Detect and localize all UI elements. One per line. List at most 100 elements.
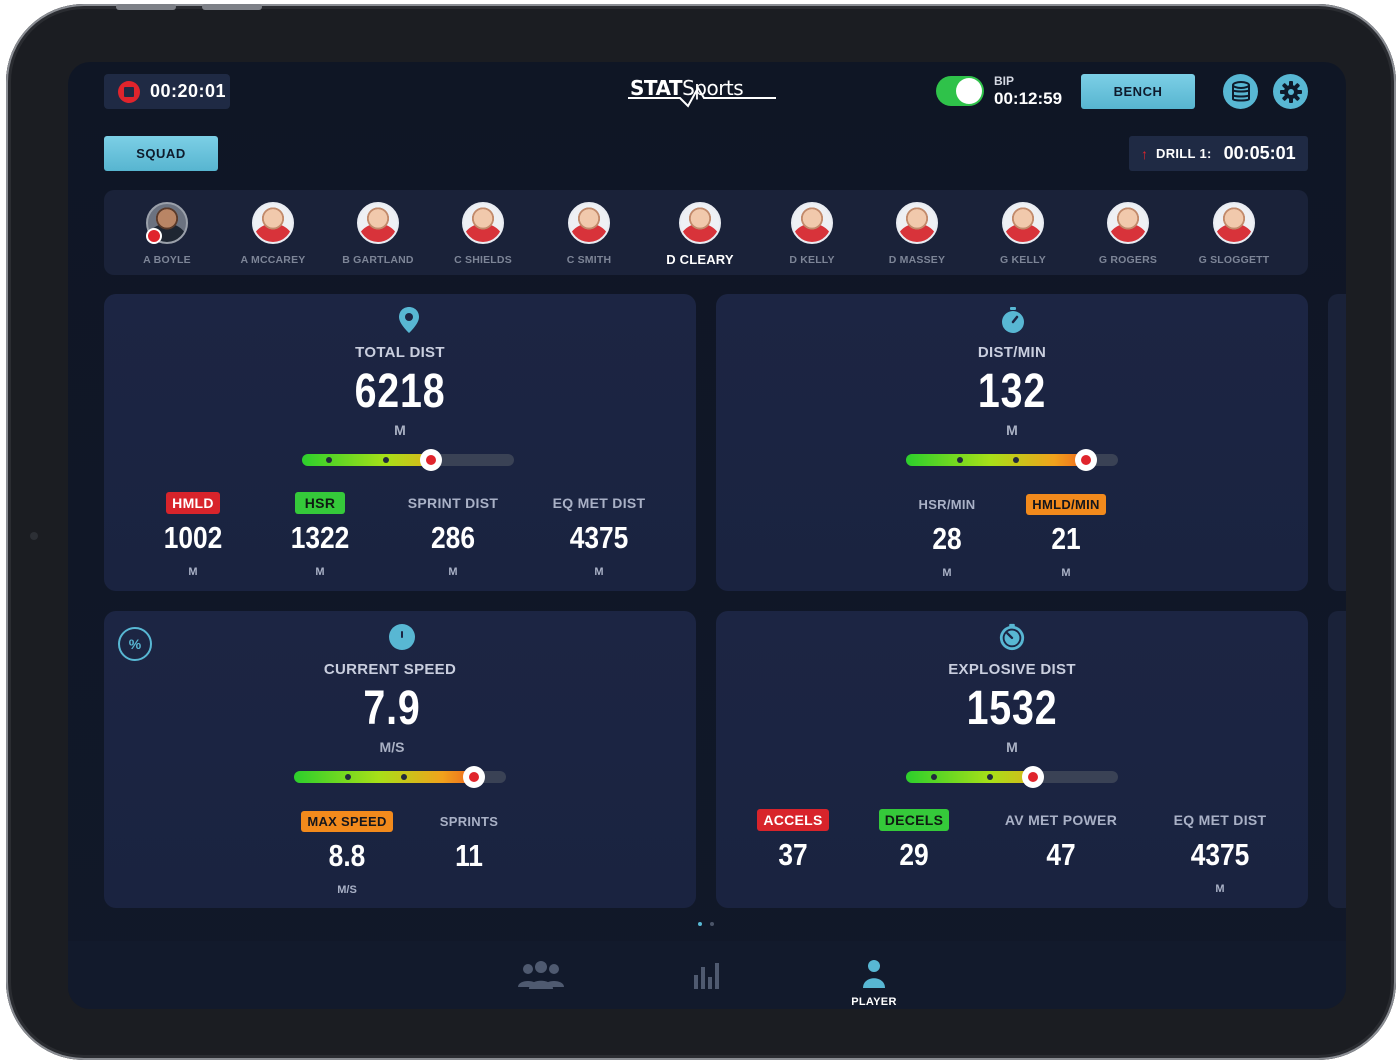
bip-toggle[interactable] (936, 76, 984, 106)
sub-label: EQ MET DIST (1173, 812, 1267, 828)
arrow-up-icon: ↑ (1141, 145, 1148, 162)
bottom-nav: PLAYER (68, 941, 1346, 1009)
sub-value: 21 (1051, 521, 1081, 556)
drill-timer[interactable]: ↑ DRILL 1: 00:05:01 (1129, 136, 1308, 171)
nav-stats[interactable] (668, 959, 748, 996)
player-item[interactable]: D MASSEY (862, 202, 972, 266)
bench-button[interactable]: BENCH (1081, 74, 1195, 109)
recording-timer[interactable]: 00:20:01 (104, 74, 230, 109)
power-button (202, 4, 262, 10)
player-item[interactable]: G SLOGGETT (1179, 202, 1289, 266)
sub-label: SPRINTS (439, 814, 499, 829)
statsports-logo: STATSports (628, 76, 788, 110)
sub-value: 1322 (290, 520, 350, 555)
sub-label: EQ MET DIST (552, 495, 646, 511)
player-name: A BOYLE (143, 254, 191, 266)
level-bar (294, 766, 506, 788)
player-name: G SLOGGETT (1198, 254, 1270, 266)
sub-label: MAX SPEED (301, 811, 393, 832)
level-bar (302, 449, 514, 471)
database-button[interactable] (1223, 74, 1258, 109)
player-item[interactable]: A MCCAREY (218, 202, 328, 266)
level-bar-fill (294, 771, 475, 783)
sub-value: 8.8 (328, 838, 366, 873)
avatar (679, 202, 721, 244)
avatar (146, 202, 188, 244)
bar-marker (1013, 457, 1019, 463)
avatar (252, 202, 294, 244)
page-dot-active[interactable] (698, 922, 702, 926)
sub-value: 29 (899, 837, 929, 872)
total-dist-card[interactable]: TOTAL DIST 6218 M HMLD 1002 M HSR 1322 M… (104, 294, 696, 591)
nav-player[interactable]: PLAYER (834, 959, 914, 1008)
player-item[interactable]: G KELLY (968, 202, 1078, 266)
current-speed-card[interactable]: % CURRENT SPEED 7.9 M/S MAX SPEED 8.8 M/… (104, 611, 696, 908)
player-name: D CLEARY (666, 252, 734, 267)
sub-value: 37 (778, 837, 808, 872)
sub-unit: M (1215, 883, 1225, 895)
player-name: C SMITH (566, 254, 612, 266)
sub-value: 286 (431, 520, 475, 555)
player-name: B GARTLAND (342, 254, 414, 266)
level-bar-knob (1075, 449, 1098, 471)
sub-unit: M (594, 566, 604, 578)
bar-marker (987, 774, 993, 780)
player-name: A MCCAREY (240, 254, 306, 266)
player-item[interactable]: C SMITH (534, 202, 644, 266)
recording-time: 00:20:01 (150, 81, 227, 101)
squad-button[interactable]: SQUAD (104, 136, 218, 171)
level-bar-fill (302, 454, 432, 466)
card-title: CURRENT SPEED (323, 661, 457, 678)
team-icon (518, 961, 564, 989)
stop-record-icon[interactable] (118, 80, 140, 103)
card-unit: M (1006, 739, 1018, 755)
player-item[interactable]: G ROGERS (1073, 202, 1183, 266)
page-dot[interactable] (710, 922, 714, 926)
tablet-frame: 00:20:01 STATSports BIP 00:12:59 BENCH (6, 4, 1396, 1060)
bar-marker (401, 774, 407, 780)
sub-metric: AV MET POWER 47 (996, 809, 1126, 873)
dist-min-card[interactable]: DIST/MIN 132 M HSR/MIN 28 M HMLD/MIN 21 … (716, 294, 1308, 591)
sub-metric: HSR/MIN 28 M (882, 494, 1012, 579)
sub-metric: EQ MET DIST 4375 M (534, 492, 664, 578)
bip-time: 00:12:59 (994, 89, 1063, 108)
level-bar-knob (420, 449, 443, 471)
logo-text: STATSports (630, 76, 744, 100)
player-item[interactable]: B GARTLAND (323, 202, 433, 266)
sub-unit: M (942, 567, 952, 579)
card-value: 1532 (966, 682, 1058, 735)
next-card-peek[interactable] (1328, 294, 1346, 591)
avatar (896, 202, 938, 244)
player-item[interactable]: A BOYLE (112, 202, 222, 266)
location-pin-icon (395, 306, 423, 334)
level-bar-fill (906, 771, 1034, 783)
settings-button[interactable] (1273, 74, 1308, 109)
gear-icon (1279, 80, 1302, 103)
player-name: C SHIELDS (454, 254, 512, 266)
sub-metric: MAX SPEED 8.8 M/S (282, 811, 412, 896)
card-value: 7.9 (363, 682, 421, 735)
sub-metric: HMLD 1002 M (128, 492, 258, 578)
sub-unit: M/S (337, 884, 357, 896)
signal-badge-icon (146, 228, 162, 244)
nav-squad[interactable] (501, 959, 581, 996)
page-indicator[interactable] (698, 922, 714, 926)
bar-marker (383, 457, 389, 463)
explosive-dist-card[interactable]: EXPLOSIVE DIST 1532 M ACCELS 37 DECELS 2… (716, 611, 1308, 908)
sub-metric: HMLD/MIN 21 M (1001, 494, 1131, 579)
next-card-peek[interactable] (1328, 611, 1346, 908)
sub-label: HMLD (166, 492, 220, 514)
sub-unit: M (188, 566, 198, 578)
player-name: D KELLY (789, 254, 835, 266)
card-value: 6218 (354, 365, 446, 418)
camera-icon (30, 532, 38, 540)
sub-metric: SPRINT DIST 286 M (388, 492, 518, 578)
percent-icon[interactable]: % (118, 627, 152, 661)
sub-label: ACCELS (757, 809, 829, 831)
app-screen: 00:20:01 STATSports BIP 00:12:59 BENCH (68, 62, 1346, 1009)
player-item-selected[interactable]: D CLEARY (645, 202, 755, 267)
speedometer-icon (388, 623, 416, 651)
player-item[interactable]: C SHIELDS (428, 202, 538, 266)
player-item[interactable]: D KELLY (757, 202, 867, 266)
nav-player-label: PLAYER (851, 996, 897, 1008)
